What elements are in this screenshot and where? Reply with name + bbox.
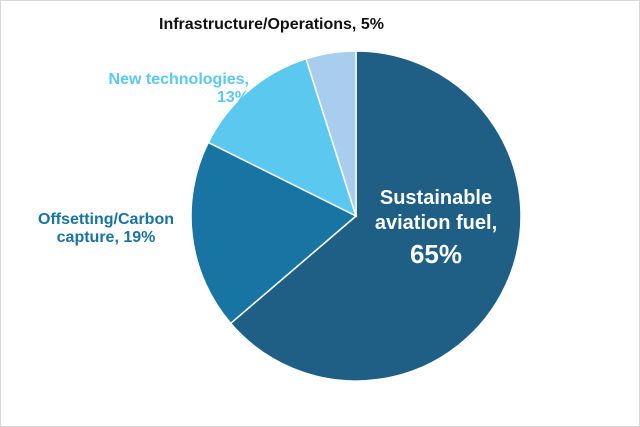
- data-label-infrastructure: Infrastructure/Operations, 5%: [159, 16, 384, 33]
- data-label-new-technologies: New technologies, 13%: [89, 71, 249, 108]
- data-label-offsetting-line1: Offsetting/Carbon: [38, 211, 174, 228]
- data-label-sustainable-aviation-fuel: Sustainable aviation fuel, 65%: [366, 186, 506, 270]
- pie-slice-offsetting-carbon-capture: [190, 141, 358, 325]
- data-label-new-technologies-line1: New technologies,: [108, 71, 249, 88]
- pie-slice-infrastructure-operations: [305, 50, 357, 217]
- pie-slice-sustainable-aviation-fuel: [229, 50, 522, 382]
- data-label-saf-line1: Sustainable: [379, 187, 493, 209]
- data-label-new-technologies-line2: 13%: [216, 89, 249, 107]
- data-label-offsetting: Offsetting/Carbon capture, 19%: [21, 211, 191, 248]
- data-label-offsetting-line2: capture, 19%: [56, 229, 156, 247]
- data-label-saf-line2: aviation fuel,: [374, 212, 498, 234]
- pie-slice-new-technologies: [207, 57, 358, 218]
- data-label-saf-percent: 65%: [409, 239, 463, 269]
